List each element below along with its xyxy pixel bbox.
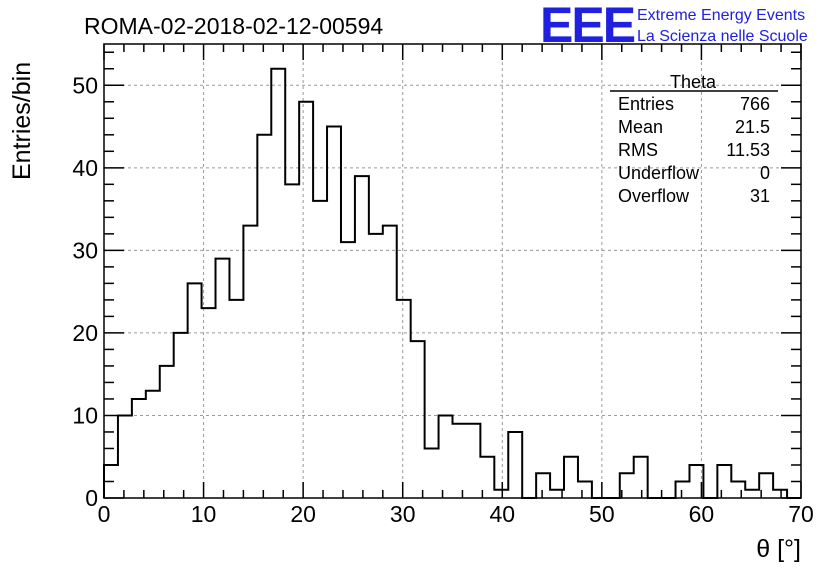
x-axis-label: θ [°] <box>756 535 801 563</box>
x-tick-label: 10 <box>191 501 217 527</box>
stats-value: 766 <box>740 94 770 114</box>
x-tick-label: 50 <box>589 501 615 527</box>
stats-value: 0 <box>760 163 770 183</box>
logo-line-2: La Scienza nelle Scuole <box>637 28 808 45</box>
stats-box: Theta Entries 766 Mean 21.5 RMS 11.53 Underflo… <box>610 72 778 206</box>
stats-value: 21.5 <box>735 117 770 137</box>
stats-label: RMS <box>618 140 658 160</box>
eee-logo: EEE Extreme Energy Events La Scienza nel… <box>540 0 808 53</box>
x-tick-label: 30 <box>390 501 416 527</box>
stats-label: Mean <box>618 117 663 137</box>
stats-rows: Entries 766 Mean 21.5 RMS 11.53 Underflow 0 Over… <box>618 94 770 206</box>
x-tick-labels: 0 10 20 30 40 50 60 70 <box>98 501 814 527</box>
x-tick-label: 70 <box>788 501 814 527</box>
y-tick-label: 20 <box>72 320 98 346</box>
x-tick-label: 40 <box>489 501 515 527</box>
grid-lines <box>104 44 801 498</box>
stats-label: Entries <box>618 94 674 114</box>
x-tick-label: 20 <box>290 501 316 527</box>
stats-value: 31 <box>750 186 770 206</box>
y-tick-label: 50 <box>72 72 98 98</box>
stats-label: Overflow <box>618 186 690 206</box>
y-tick-label: 40 <box>72 155 98 181</box>
stats-title: Theta <box>670 72 717 92</box>
stats-value: 11.53 <box>726 140 770 160</box>
stats-label: Underflow <box>618 163 700 183</box>
y-tick-label: 0 <box>85 485 98 511</box>
y-axis-label: Entries/bin <box>8 62 36 180</box>
logo-line-1: Extreme Energy Events <box>637 7 805 24</box>
x-tick-label: 0 <box>98 501 111 527</box>
histogram-series <box>103 67 801 499</box>
chart-title: ROMA-02-2018-02-12-00594 <box>84 13 383 39</box>
y-tick-label: 30 <box>72 237 98 263</box>
axis-ticks <box>103 44 802 499</box>
plot-frame <box>103 43 802 499</box>
y-tick-label: 10 <box>72 402 98 428</box>
x-tick-label: 60 <box>689 501 715 527</box>
logo-mark: EEE <box>540 0 635 53</box>
y-tick-labels: 0 10 20 30 40 50 <box>72 72 98 511</box>
